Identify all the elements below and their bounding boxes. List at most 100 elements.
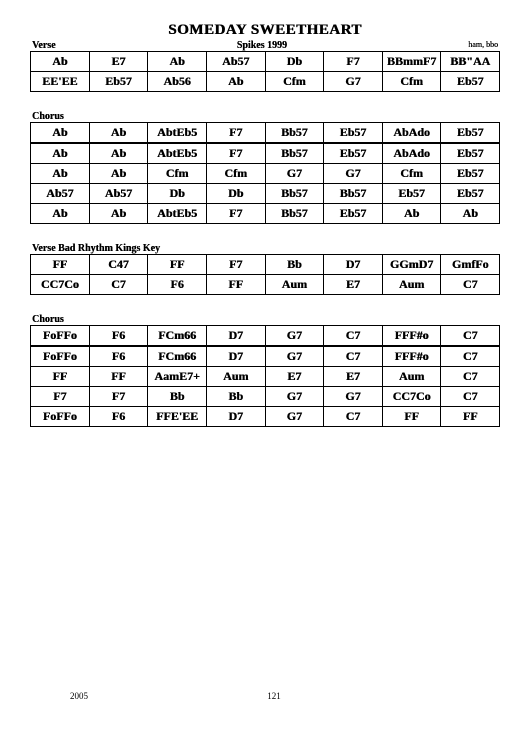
chord-cell: C7 [441, 347, 500, 367]
chord-cell: Eb57 [441, 72, 500, 92]
chord-cell: EE'EE [31, 72, 90, 92]
table-row: EE'EEEb57Ab56AbCfmG7CfmEb57 [31, 72, 500, 92]
chord-cell: AbtEb5 [148, 204, 207, 224]
chord-cell: F7 [89, 387, 148, 407]
chord-cell: F7 [31, 387, 90, 407]
chord-cell: GmfFo [441, 255, 500, 275]
chord-cell: Cfm [206, 164, 265, 184]
footer-page: 121 [88, 691, 460, 701]
table-row: FoFFoF6FFE'EED7G7C7FFFF [31, 407, 500, 427]
table-row: AbAbAbtEb5F7Bb57Eb57AbAdoEb57 [31, 123, 500, 143]
chord-cell: FF [148, 255, 207, 275]
chord-cell: FF [206, 275, 265, 295]
chord-cell: F6 [89, 326, 148, 346]
chord-cell: Eb57 [441, 164, 500, 184]
chord-cell: Cfm [148, 164, 207, 184]
chord-cell: Ab [31, 123, 90, 143]
chord-cell: FCm66 [148, 347, 207, 367]
chord-cell: FCm66 [148, 326, 207, 346]
chord-cell: Bb57 [324, 184, 383, 204]
chord-cell: C7 [441, 326, 500, 346]
chord-cell: F6 [89, 407, 148, 427]
chord-cell: Bb57 [265, 184, 324, 204]
chord-cell: Db [148, 184, 207, 204]
table-row: AbE7AbAb57DbF7BBmmF7BB"AA [31, 52, 500, 72]
chord-cell: Cfm [382, 164, 441, 184]
chord-cell: Aum [206, 367, 265, 387]
chord-cell: E7 [324, 367, 383, 387]
chord-cell: G7 [265, 387, 324, 407]
section-name: Verse [32, 40, 56, 51]
chord-cell: FF [382, 407, 441, 427]
chord-cell: F7 [324, 52, 383, 72]
section-credits [160, 243, 498, 254]
chord-cell: Aum [382, 367, 441, 387]
chord-cell: D7 [206, 407, 265, 427]
chord-cell: G7 [265, 326, 324, 346]
chord-cell: Ab57 [31, 184, 90, 204]
chord-cell: D7 [206, 347, 265, 367]
chord-cell: F7 [206, 204, 265, 224]
section-credits [64, 314, 498, 325]
chord-cell: Ab [89, 123, 148, 143]
chord-cell: Eb57 [382, 184, 441, 204]
footer: 2005 121 [0, 691, 530, 701]
chord-cell: Ab57 [89, 184, 148, 204]
chord-cell: Ab [31, 144, 90, 164]
chord-cell: F7 [206, 255, 265, 275]
chord-cell: Ab [31, 164, 90, 184]
chord-cell: Cfm [382, 72, 441, 92]
table-row: Ab57Ab57DbDbBb57Bb57Eb57Eb57 [31, 184, 500, 204]
section-header: Verse Bad Rhythm Kings Key [0, 242, 530, 254]
chord-cell: Bb57 [265, 144, 324, 164]
chord-cell: Bb57 [265, 123, 324, 143]
chord-cell: C7 [89, 275, 148, 295]
section-header: Chorus [0, 313, 530, 325]
chord-cell: Ab [31, 52, 90, 72]
chord-cell: G7 [324, 387, 383, 407]
chord-cell: F6 [89, 347, 148, 367]
chord-cell: FoFFo [31, 326, 90, 346]
chord-cell: Eb57 [441, 144, 500, 164]
chord-cell: Ab [441, 204, 500, 224]
chord-cell: C7 [324, 326, 383, 346]
chord-cell: G7 [265, 347, 324, 367]
chord-table: AbAbAbtEb5F7Bb57Eb57AbAdoEb57 [30, 122, 500, 143]
chord-cell: FFE'EE [148, 407, 207, 427]
chord-cell: C7 [441, 387, 500, 407]
chord-cell: Eb57 [441, 123, 500, 143]
chord-cell: F7 [206, 123, 265, 143]
chord-cell: FF [441, 407, 500, 427]
chord-cell: FoFFo [31, 407, 90, 427]
chord-cell: Aum [265, 275, 324, 295]
chord-cell: Eb57 [324, 123, 383, 143]
chord-cell: Ab [31, 204, 90, 224]
chord-cell: C7 [324, 407, 383, 427]
section-credits: Spikes 1999 [56, 40, 469, 51]
chord-cell: C47 [89, 255, 148, 275]
chord-cell: C7 [441, 367, 500, 387]
chord-cell: Ab [382, 204, 441, 224]
chord-cell: BB"AA [441, 52, 500, 72]
chord-cell: CC7Co [382, 387, 441, 407]
chord-table: FoFFoF6FCm66D7G7C7FFF#oC7FFFFAamE7+AumE7… [30, 346, 500, 427]
footer-year: 2005 [70, 691, 88, 701]
chord-cell: Eb57 [324, 204, 383, 224]
chord-cell: E7 [324, 275, 383, 295]
chord-cell: AbAdo [382, 144, 441, 164]
chord-cell: Cfm [265, 72, 324, 92]
chord-cell: Db [206, 184, 265, 204]
chord-cell: Ab [89, 164, 148, 184]
chord-cell: Ab57 [206, 52, 265, 72]
chord-cell: Bb [206, 387, 265, 407]
chord-cell: F6 [148, 275, 207, 295]
chord-cell: FFF#o [382, 326, 441, 346]
chord-cell: CC7Co [31, 275, 90, 295]
chord-cell: Eb57 [441, 184, 500, 204]
chord-cell: Aum [382, 275, 441, 295]
table-row: FoFFoF6FCm66D7G7C7FFF#oC7 [31, 326, 500, 346]
table-row: FFFFAamE7+AumE7E7AumC7 [31, 367, 500, 387]
chord-cell: D7 [324, 255, 383, 275]
chord-cell: Bb [265, 255, 324, 275]
chord-cell: Bb [148, 387, 207, 407]
